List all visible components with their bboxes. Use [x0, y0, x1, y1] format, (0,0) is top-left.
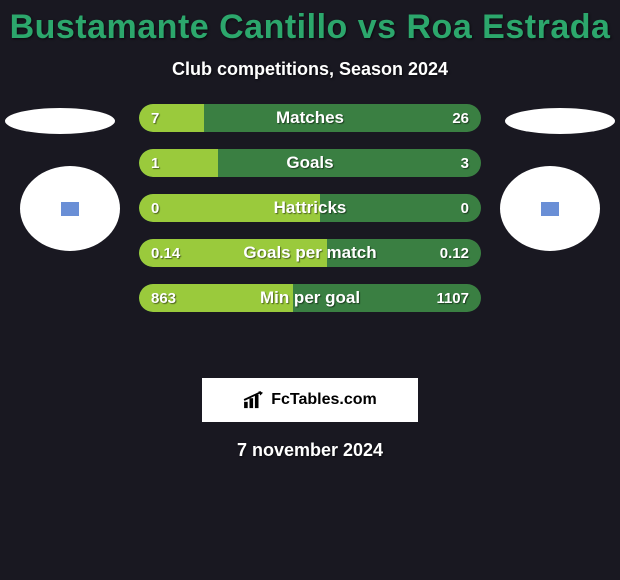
brand-chart-icon: [243, 391, 265, 409]
stat-row: 1Goals3: [139, 149, 481, 177]
stat-label: Min per goal: [139, 288, 481, 308]
right-player-ellipse: [505, 108, 615, 134]
brand-text: FcTables.com: [271, 391, 377, 409]
left-flag-icon: [61, 202, 79, 216]
left-player-ellipse: [5, 108, 115, 134]
stat-right-value: 0: [461, 200, 469, 217]
date-text: 7 november 2024: [0, 440, 620, 461]
stat-label: Goals per match: [139, 243, 481, 263]
stat-right-value: 26: [452, 110, 469, 127]
stat-row: 7Matches26: [139, 104, 481, 132]
right-flag-icon: [541, 202, 559, 216]
stat-right-value: 1107: [436, 290, 469, 307]
stat-row: 863Min per goal1107: [139, 284, 481, 312]
comparison-area: 7Matches26 1Goals3 0Hattricks0 0.14Goals pe…: [0, 104, 620, 364]
page-title: Bustamante Cantillo vs Roa Estrada: [0, 0, 620, 47]
stat-row: 0Hattricks0: [139, 194, 481, 222]
stat-row: 0.14Goals per match0.12: [139, 239, 481, 267]
brand-badge: FcTables.com: [202, 378, 418, 422]
stat-label: Matches: [139, 108, 481, 128]
stat-right-value: 3: [461, 155, 469, 172]
stat-bars: 7Matches26 1Goals3 0Hattricks0 0.14Goals pe…: [139, 104, 481, 312]
subtitle: Club competitions, Season 2024: [0, 59, 620, 80]
stat-right-value: 0.12: [440, 245, 469, 262]
left-player-avatar: [20, 166, 120, 251]
stat-label: Hattricks: [139, 198, 481, 218]
right-player-avatar: [500, 166, 600, 251]
comparison-infographic: Bustamante Cantillo vs Roa Estrada Club …: [0, 0, 620, 580]
stat-label: Goals: [139, 153, 481, 173]
